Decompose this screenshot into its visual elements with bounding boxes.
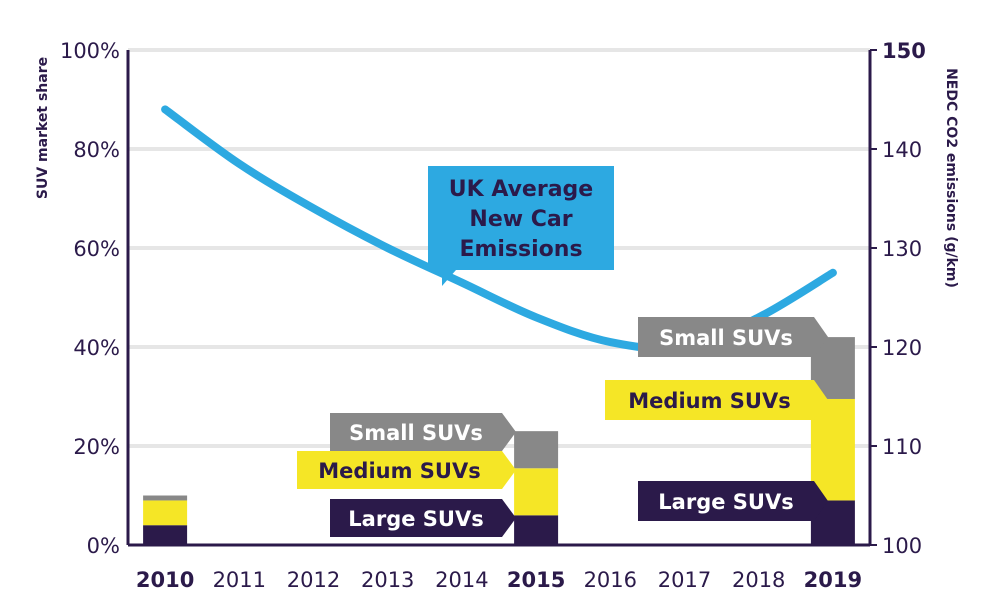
y-right-tick-label: 110 xyxy=(882,435,922,459)
x-tick-label: 2017 xyxy=(658,568,711,592)
label-medium-suvs-2019-text: Medium SUVs xyxy=(628,389,790,413)
stacked-bars xyxy=(143,337,855,545)
x-tick-label: 2015 xyxy=(507,568,565,592)
y-right-tick-label: 120 xyxy=(882,336,922,360)
y-right-tick-label: 150 xyxy=(882,39,926,63)
callout-line-2: New Car xyxy=(469,207,572,232)
y-left-tick-label: 100% xyxy=(60,39,120,63)
callout-box xyxy=(428,166,614,286)
label-medium-suvs-2015-text: Medium SUVs xyxy=(318,459,480,483)
x-tick-label: 2013 xyxy=(361,568,414,592)
bar-segment-medium-2015 xyxy=(514,468,559,516)
y-left-tick-label: 0% xyxy=(87,534,120,558)
x-tick-label: 2016 xyxy=(584,568,637,592)
x-tick-label: 2010 xyxy=(136,568,194,592)
y-left-title: SUV market share xyxy=(35,57,51,199)
y-right-tick-label: 100 xyxy=(882,534,922,558)
y-right-tick-label: 130 xyxy=(882,237,922,261)
bar-segment-large-2015 xyxy=(514,515,559,545)
label-small-suvs-2015-text: Small SUVs xyxy=(349,421,483,445)
x-tick-label: 2014 xyxy=(435,568,488,592)
label-medium-suvs-2019-tag xyxy=(605,380,828,420)
y-left-tick-label: 60% xyxy=(73,237,120,261)
y-right-title: NEDC CO2 emissions (g/km) xyxy=(943,68,959,288)
x-tick-label: 2018 xyxy=(732,568,785,592)
y-right-tick-label: 140 xyxy=(882,138,922,162)
y-left-tick-label: 80% xyxy=(73,138,120,162)
label-large-suvs-2019-text: Large SUVs xyxy=(658,490,793,514)
label-large-suvs-2019-tag xyxy=(638,481,828,521)
label-medium-suvs-2015-tag xyxy=(297,451,516,489)
bar-segment-small-2010 xyxy=(143,495,188,501)
x-tick-label: 2012 xyxy=(287,568,340,592)
bar-segment-small-2015 xyxy=(514,431,559,469)
label-small-suvs-2015-tag xyxy=(330,413,516,451)
segment-labels: Small SUVs Medium SUVs Large SUVs Small SUV… xyxy=(297,317,828,537)
y-left-tick-label: 20% xyxy=(73,435,120,459)
callout-line-3: Emissions xyxy=(459,237,582,262)
y-left-tick-label: 40% xyxy=(73,336,120,360)
bar-segment-large-2010 xyxy=(143,525,188,545)
x-tick-label: 2011 xyxy=(213,568,266,592)
label-large-suvs-2015-tag xyxy=(330,499,516,537)
axes: 0% 20% 40% 60% 80% 100% 100 110 120 130 140 150 2010… xyxy=(60,39,926,592)
label-large-suvs-2015-text: Large SUVs xyxy=(348,507,483,531)
x-tick-label: 2019 xyxy=(804,568,862,592)
callout-line-1: UK Average xyxy=(449,177,593,202)
label-small-suvs-2019-tag xyxy=(638,317,828,357)
bar-segment-medium-2010 xyxy=(143,500,188,526)
label-small-suvs-2019-text: Small SUVs xyxy=(659,326,793,350)
line-callout: UK Average New Car Emissions xyxy=(428,166,614,286)
bar-segment-medium-2019 xyxy=(810,398,855,501)
